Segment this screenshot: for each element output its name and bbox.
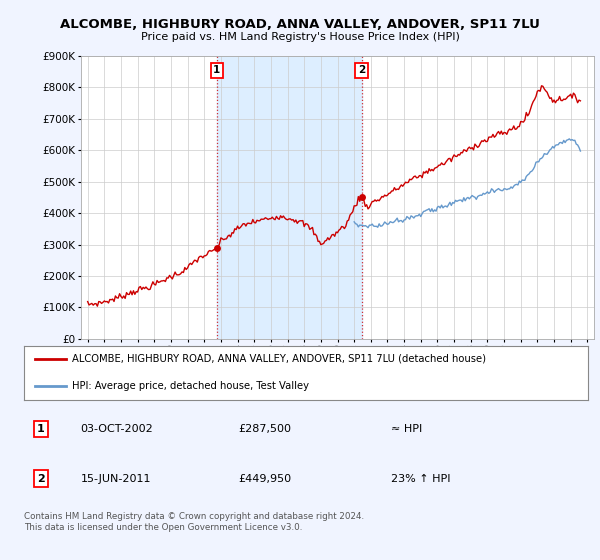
Text: Contains HM Land Registry data © Crown copyright and database right 2024.
This d: Contains HM Land Registry data © Crown c… bbox=[24, 512, 364, 532]
Text: 1: 1 bbox=[213, 65, 220, 75]
Text: £287,500: £287,500 bbox=[238, 424, 292, 434]
Text: 1: 1 bbox=[37, 424, 45, 434]
Text: 2: 2 bbox=[358, 65, 365, 75]
Text: ≈ HPI: ≈ HPI bbox=[391, 424, 422, 434]
Text: ALCOMBE, HIGHBURY ROAD, ANNA VALLEY, ANDOVER, SP11 7LU: ALCOMBE, HIGHBURY ROAD, ANNA VALLEY, AND… bbox=[60, 18, 540, 31]
Text: ALCOMBE, HIGHBURY ROAD, ANNA VALLEY, ANDOVER, SP11 7LU (detached house): ALCOMBE, HIGHBURY ROAD, ANNA VALLEY, AND… bbox=[72, 354, 486, 363]
Text: Price paid vs. HM Land Registry's House Price Index (HPI): Price paid vs. HM Land Registry's House … bbox=[140, 32, 460, 43]
Text: £449,950: £449,950 bbox=[238, 474, 292, 483]
Bar bbox=[217, 56, 362, 339]
Text: 2: 2 bbox=[37, 474, 45, 483]
Text: HPI: Average price, detached house, Test Valley: HPI: Average price, detached house, Test… bbox=[72, 381, 309, 390]
Text: 15-JUN-2011: 15-JUN-2011 bbox=[80, 474, 151, 483]
Text: 03-OCT-2002: 03-OCT-2002 bbox=[80, 424, 153, 434]
Text: 23% ↑ HPI: 23% ↑ HPI bbox=[391, 474, 450, 483]
